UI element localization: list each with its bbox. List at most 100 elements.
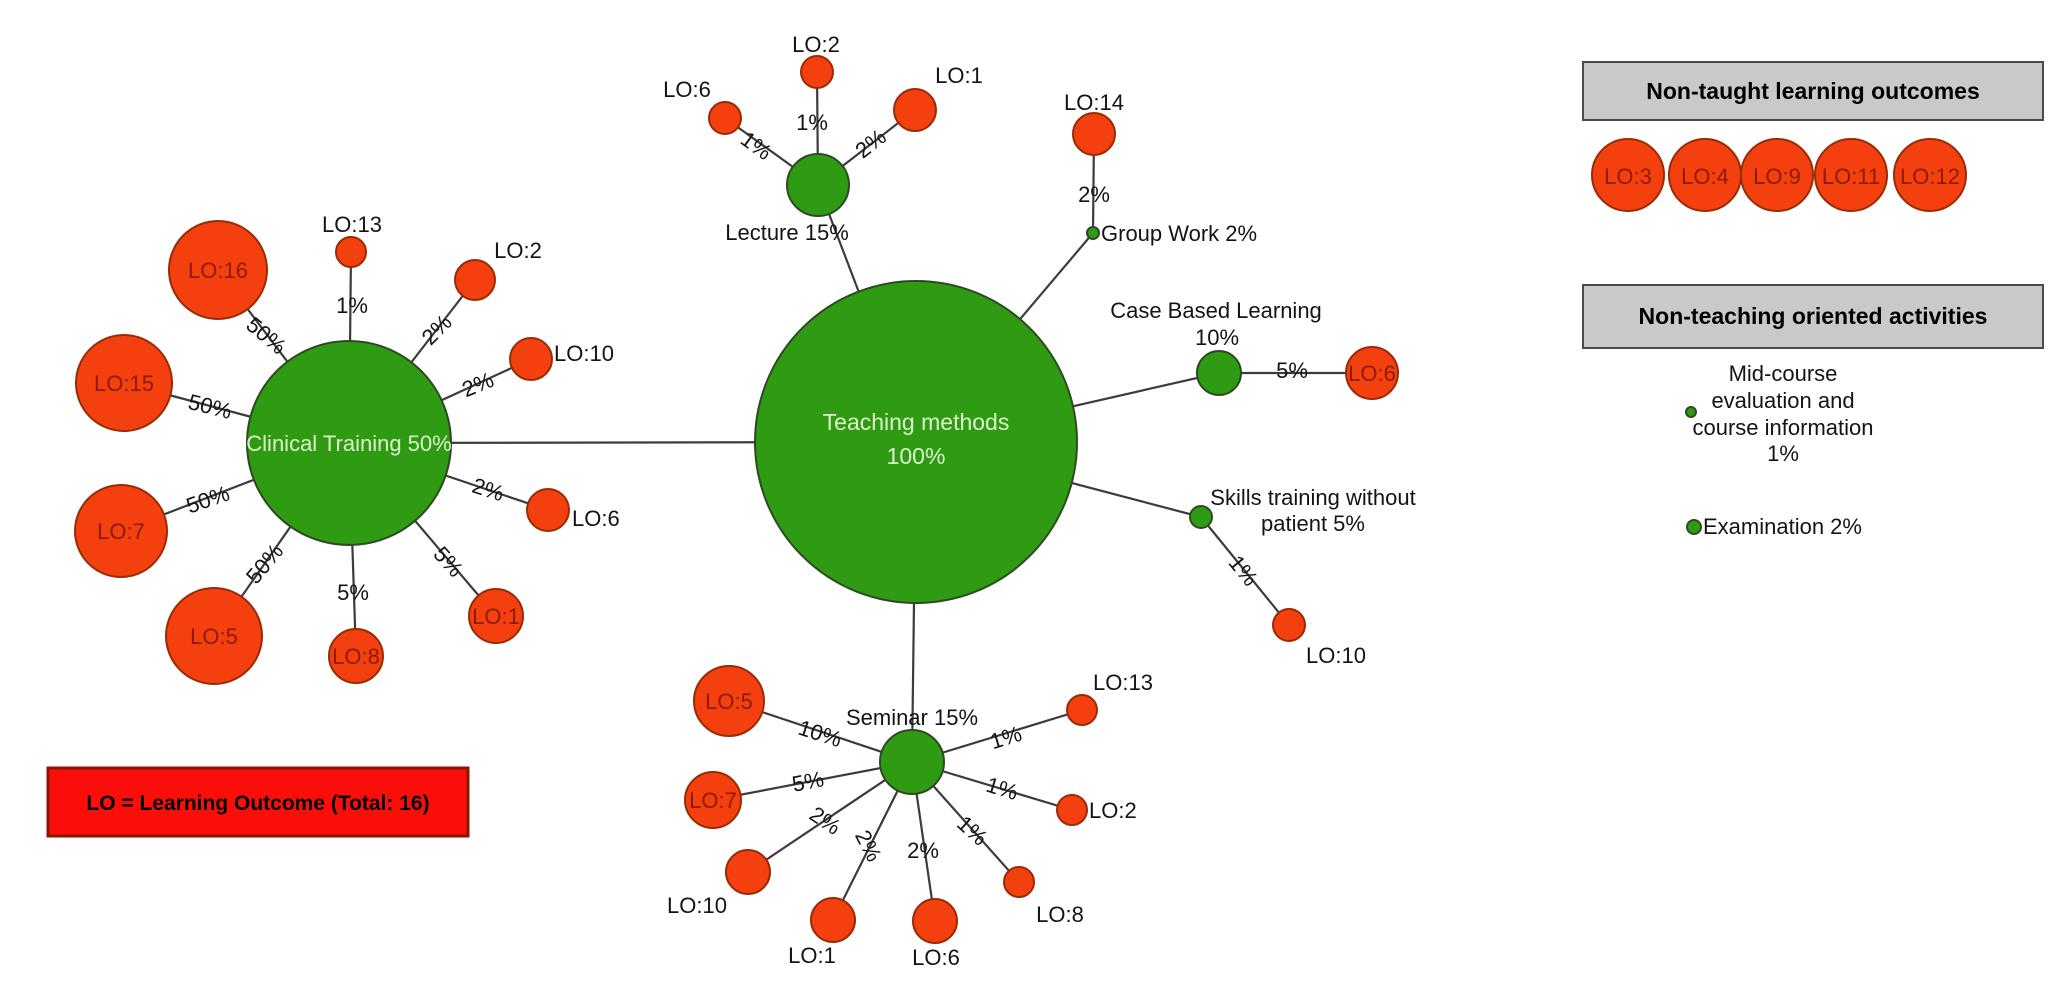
seminar-lo5-label: LO:5 xyxy=(705,689,753,714)
midcourse-dot xyxy=(1685,406,1697,418)
node-clinical-lo6 xyxy=(526,488,570,532)
node-seminar-lo6 xyxy=(912,898,958,944)
node-groupwork-lo14 xyxy=(1072,112,1116,156)
node-seminar-lo1 xyxy=(810,897,856,943)
lecture-lo2-pct: 1% xyxy=(796,110,828,135)
seminar-lo2-label: LO:2 xyxy=(1089,798,1137,823)
clinical-training-label: Clinical Training 50% xyxy=(246,431,451,456)
seminar-lo7-label: LO:7 xyxy=(689,788,737,813)
clinical-lo15-pct: 50% xyxy=(186,389,235,424)
edge-seminar-lo7 xyxy=(712,760,913,802)
lecture-lo2-label: LO:2 xyxy=(792,32,840,57)
clinical-lo8-pct: 5% xyxy=(337,580,369,605)
node-teaching-methods xyxy=(754,280,1078,604)
panel-non-taught: Non-taught learning outcomes LO:3 LO:4 L… xyxy=(1582,61,2044,212)
node-lecture-lo1 xyxy=(893,88,937,132)
groupwork-lo14-label: LO:14 xyxy=(1064,90,1124,115)
lecture-lo1-label: LO:1 xyxy=(935,63,983,88)
node-seminar-lo7 xyxy=(684,771,742,829)
non-taught-header-box xyxy=(1582,61,2044,121)
clinical-lo10-label: LO:10 xyxy=(554,341,614,366)
nontaught-lo3-label: LO:3 xyxy=(1604,164,1652,189)
node-seminar-lo5 xyxy=(693,665,765,737)
node-nontaught-lo12 xyxy=(1893,138,1967,212)
midcourse-line4: 1% xyxy=(1767,441,1799,466)
nontaught-lo11-label: LO:11 xyxy=(1822,164,1880,189)
node-seminar-lo13 xyxy=(1066,694,1098,726)
seminar-lo1-pct: 2% xyxy=(850,826,887,866)
node-skills-lo10 xyxy=(1272,608,1306,642)
node-clinical-lo13 xyxy=(335,236,367,268)
seminar-lo5-pct: 10% xyxy=(795,715,845,752)
case-based-label-line1: Case Based Learning xyxy=(1110,298,1322,323)
seminar-lo8-label: LO:8 xyxy=(1036,902,1084,927)
node-labels: Teaching methods 100% Clinical Training … xyxy=(246,220,1415,730)
node-seminar-lo2 xyxy=(1056,794,1088,826)
node-skills-training xyxy=(1189,505,1213,529)
teaching-methods-percent: 100% xyxy=(887,443,946,469)
seminar-label: Seminar 15% xyxy=(846,705,978,730)
node-clinical-lo10 xyxy=(509,337,553,381)
seminar-lo7-pct: 5% xyxy=(790,766,826,797)
clinical-lo2-pct: 2% xyxy=(417,310,457,350)
clinical-lo6-pct: 2% xyxy=(469,473,507,507)
node-clinical-lo2 xyxy=(454,259,496,301)
clinical-lo8-label: LO:8 xyxy=(332,644,380,669)
non-taught-title: Non-taught learning outcomes xyxy=(1646,78,1980,104)
node-case-based-learning xyxy=(1196,350,1242,396)
groupwork-lo14-pct: 2% xyxy=(1078,182,1110,207)
skills-lo10-label: LO:10 xyxy=(1306,643,1366,668)
clinical-lo13-label: LO:13 xyxy=(322,212,382,237)
group-work-label: Group Work 2% xyxy=(1101,221,1257,246)
examination-label: Examination 2% xyxy=(1703,514,1862,539)
clinical-lo16-label: LO:16 xyxy=(188,258,248,283)
node-seminar-lo10 xyxy=(725,849,771,895)
skills-label-line2: patient 5% xyxy=(1261,511,1365,536)
node-seminar xyxy=(879,729,945,795)
lecture-lo6-pct: 1% xyxy=(736,126,776,165)
seminar-lo13-label: LO:13 xyxy=(1093,670,1153,695)
nontaught-lo9-label: LO:9 xyxy=(1753,164,1801,189)
midcourse-line2: evaluation and xyxy=(1711,388,1854,413)
clinical-lo13-pct: 1% xyxy=(336,293,368,318)
node-lecture xyxy=(786,153,850,217)
clinical-lo15-label: LO:15 xyxy=(94,371,154,396)
node-clinical-lo16 xyxy=(168,220,268,320)
midcourse-line3: course information xyxy=(1693,415,1874,440)
node-group-work xyxy=(1086,226,1100,240)
clinical-lo7-label: LO:7 xyxy=(97,519,145,544)
node-clinical-training xyxy=(246,340,452,546)
node-lecture-lo6 xyxy=(708,101,742,135)
seminar-lo2-pct: 1% xyxy=(983,772,1021,805)
node-clinical-lo7 xyxy=(74,484,168,578)
node-nontaught-lo3 xyxy=(1591,138,1665,212)
node-nontaught-lo11 xyxy=(1814,138,1888,212)
legend: LO = Learning Outcome (Total: 16) xyxy=(46,766,470,838)
clinical-lo7-pct: 50% xyxy=(183,481,233,519)
nontaught-lo4-label: LO:4 xyxy=(1681,164,1729,189)
midcourse-line1: Mid-course xyxy=(1729,361,1838,386)
node-lecture-lo2 xyxy=(800,55,834,89)
node-seminar-lo8 xyxy=(1003,866,1035,898)
examination-dot xyxy=(1686,519,1702,535)
casebased-lo6-pct: 5% xyxy=(1276,358,1308,383)
casebased-satellite-labels: LO:6 5% xyxy=(1276,358,1396,386)
legend-box xyxy=(46,766,470,838)
seminar-lo6-pct: 2% xyxy=(907,838,939,863)
node-casebased-lo6 xyxy=(1345,346,1399,400)
lecture-satellite-labels: LO:6 LO:2 LO:1 1% 1% 2% xyxy=(663,32,983,165)
panel-non-teaching: Non-teaching oriented activities Mid-cou… xyxy=(1582,284,2044,539)
case-based-label-line2: 10% xyxy=(1195,325,1239,350)
seminar-lo10-label: LO:10 xyxy=(667,893,727,918)
node-clinical-lo1 xyxy=(468,588,524,644)
lecture-lo1-pct: 2% xyxy=(850,124,890,163)
casebased-lo6-label: LO:6 xyxy=(1348,361,1396,386)
non-teaching-header-box xyxy=(1582,284,2044,349)
edge-skills-lo10 xyxy=(1200,516,1290,626)
clinical-lo5-label: LO:5 xyxy=(190,624,238,649)
node-clinical-lo5 xyxy=(165,587,263,685)
node-clinical-lo15 xyxy=(75,334,173,432)
seminar-lo10-pct: 2% xyxy=(805,801,845,840)
